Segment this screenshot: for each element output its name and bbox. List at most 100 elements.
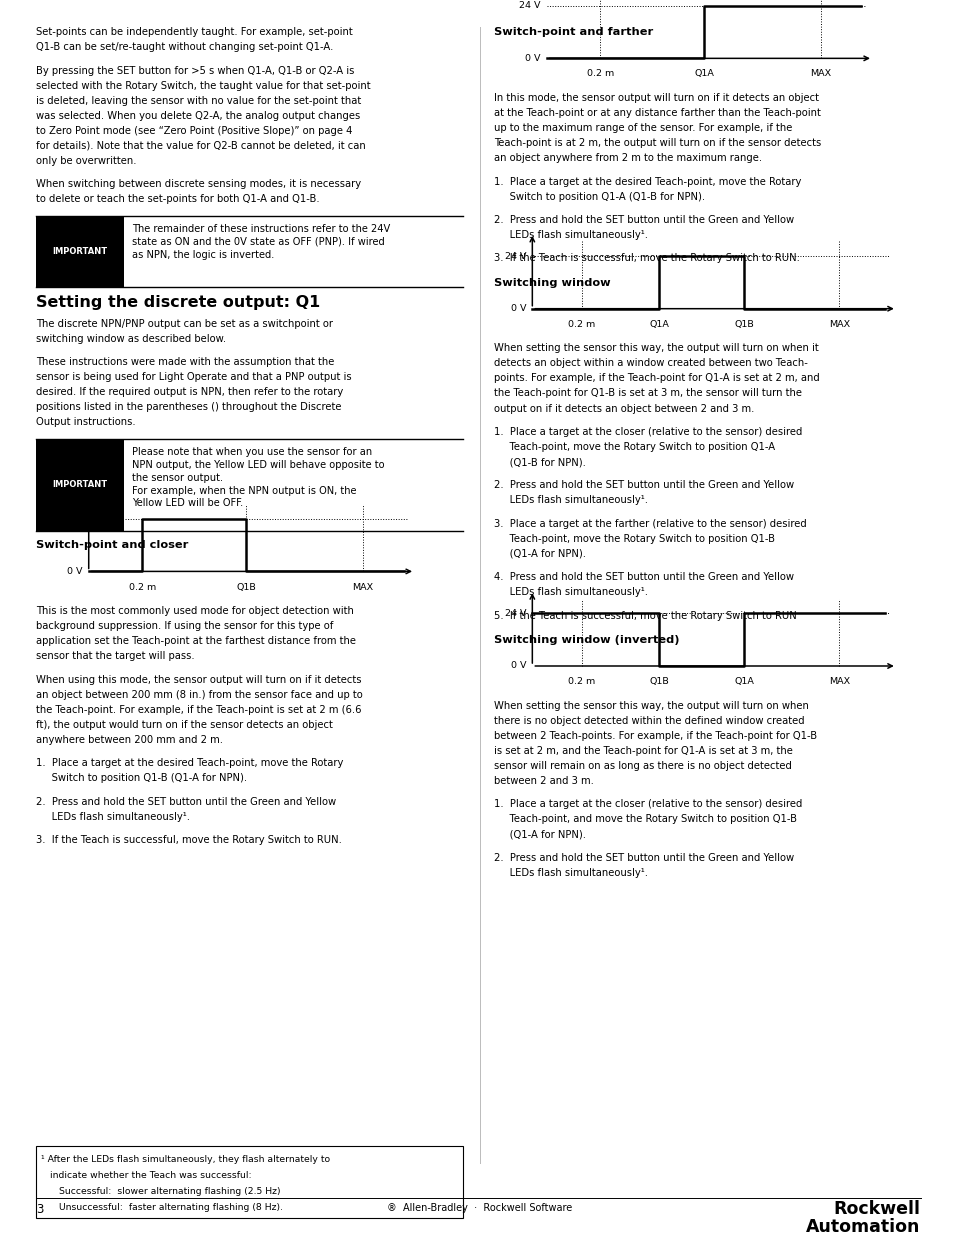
Text: detects an object within a window created between two Teach-: detects an object within a window create… bbox=[494, 358, 807, 368]
Text: When setting the sensor this way, the output will turn on when it: When setting the sensor this way, the ou… bbox=[494, 343, 818, 353]
Text: sensor will remain on as long as there is no object detected: sensor will remain on as long as there i… bbox=[494, 761, 791, 771]
Text: 1.  Place a target at the desired Teach-point, move the Rotary: 1. Place a target at the desired Teach-p… bbox=[494, 177, 801, 186]
Bar bbox=[36, 438, 124, 531]
Text: application set the Teach-point at the farthest distance from the: application set the Teach-point at the f… bbox=[36, 636, 355, 646]
Text: 24 V: 24 V bbox=[518, 1, 540, 10]
Text: switching window as described below.: switching window as described below. bbox=[36, 333, 226, 343]
Text: up to the maximum range of the sensor. For example, if the: up to the maximum range of the sensor. F… bbox=[494, 124, 792, 133]
Text: These instructions were made with the assumption that the: These instructions were made with the as… bbox=[36, 357, 335, 367]
Text: 1.  Place a target at the closer (relative to the sensor) desired: 1. Place a target at the closer (relativ… bbox=[494, 427, 801, 437]
Text: 1.  Place a target at the desired Teach-point, move the Rotary: 1. Place a target at the desired Teach-p… bbox=[36, 758, 343, 768]
Text: Switch-point and farther: Switch-point and farther bbox=[494, 27, 653, 37]
Text: 2.  Press and hold the SET button until the Green and Yellow: 2. Press and hold the SET button until t… bbox=[494, 215, 794, 225]
Text: 2.  Press and hold the SET button until the Green and Yellow: 2. Press and hold the SET button until t… bbox=[494, 852, 794, 863]
Text: ft), the output would turn on if the sensor detects an object: ft), the output would turn on if the sen… bbox=[36, 720, 333, 730]
Text: Q1A: Q1A bbox=[734, 677, 753, 687]
Text: 4.  Press and hold the SET button until the Green and Yellow: 4. Press and hold the SET button until t… bbox=[494, 572, 793, 582]
Text: LEDs flash simultaneously¹.: LEDs flash simultaneously¹. bbox=[494, 495, 647, 505]
Text: 3.  If the Teach is successful, move the Rotary Switch to RUN.: 3. If the Teach is successful, move the … bbox=[36, 835, 342, 845]
Text: 0 V: 0 V bbox=[511, 662, 526, 671]
Text: IMPORTANT: IMPORTANT bbox=[52, 247, 108, 256]
Text: Set-points can be independently taught. For example, set-point: Set-points can be independently taught. … bbox=[36, 27, 353, 37]
Text: Q1A: Q1A bbox=[694, 69, 713, 79]
Text: sensor that the target will pass.: sensor that the target will pass. bbox=[36, 651, 194, 661]
Text: 3.  Place a target at the farther (relative to the sensor) desired: 3. Place a target at the farther (relati… bbox=[494, 519, 806, 529]
Text: Q1-B can be set/re-taught without changing set-point Q1-A.: Q1-B can be set/re-taught without changi… bbox=[36, 42, 334, 52]
Text: selected with the Rotary Switch, the taught value for that set-point: selected with the Rotary Switch, the tau… bbox=[36, 80, 371, 90]
Text: an object anywhere from 2 m to the maximum range.: an object anywhere from 2 m to the maxim… bbox=[494, 153, 761, 163]
Text: MAX: MAX bbox=[828, 677, 849, 687]
Text: sensor is being used for Light Operate and that a PNP output is: sensor is being used for Light Operate a… bbox=[36, 372, 352, 383]
Text: only be overwritten.: only be overwritten. bbox=[36, 156, 136, 165]
Text: IMPORTANT: IMPORTANT bbox=[52, 480, 108, 489]
Text: ®  Allen-Bradley  ·  Rockwell Software: ® Allen-Bradley · Rockwell Software bbox=[387, 1203, 572, 1213]
Text: When switching between discrete sensing modes, it is necessary: When switching between discrete sensing … bbox=[36, 179, 361, 189]
Text: (Q1-A for NPN).: (Q1-A for NPN). bbox=[494, 548, 585, 559]
Text: When setting the sensor this way, the output will turn on when: When setting the sensor this way, the ou… bbox=[494, 700, 808, 710]
Text: Setting the discrete output: Q1: Setting the discrete output: Q1 bbox=[36, 295, 320, 310]
Text: (Q1-B for NPN).: (Q1-B for NPN). bbox=[494, 457, 585, 467]
Text: is deleted, leaving the sensor with no value for the set-point that: is deleted, leaving the sensor with no v… bbox=[36, 96, 361, 106]
Text: Switch-point and closer: Switch-point and closer bbox=[36, 540, 189, 551]
Text: LEDs flash simultaneously¹.: LEDs flash simultaneously¹. bbox=[36, 811, 190, 821]
Text: LEDs flash simultaneously¹.: LEDs flash simultaneously¹. bbox=[494, 230, 647, 240]
Text: Rockwell
Automation: Rockwell Automation bbox=[805, 1200, 920, 1235]
Text: Unsuccessful:  faster alternating flashing (8 Hz).: Unsuccessful: faster alternating flashin… bbox=[41, 1203, 283, 1212]
Text: 3: 3 bbox=[36, 1203, 44, 1216]
Text: 2.  Press and hold the SET button until the Green and Yellow: 2. Press and hold the SET button until t… bbox=[494, 480, 794, 490]
Text: 1.  Place a target at the closer (relative to the sensor) desired: 1. Place a target at the closer (relativ… bbox=[494, 799, 801, 809]
Text: Teach-point is at 2 m, the output will turn on if the sensor detects: Teach-point is at 2 m, the output will t… bbox=[494, 138, 821, 148]
Text: at the Teach-point or at any distance farther than the Teach-point: at the Teach-point or at any distance fa… bbox=[494, 107, 821, 119]
Text: 2.  Press and hold the SET button until the Green and Yellow: 2. Press and hold the SET button until t… bbox=[36, 797, 336, 806]
Text: LEDs flash simultaneously¹.: LEDs flash simultaneously¹. bbox=[494, 868, 647, 878]
Text: This is the most commonly used mode for object detection with: This is the most commonly used mode for … bbox=[36, 606, 354, 616]
Text: Teach-point, move the Rotary Switch to position Q1-A: Teach-point, move the Rotary Switch to p… bbox=[494, 442, 775, 452]
Text: to Zero Point mode (see “Zero Point (Positive Slope)” on page 4: to Zero Point mode (see “Zero Point (Pos… bbox=[36, 126, 353, 136]
Text: output on if it detects an object between 2 and 3 m.: output on if it detects an object betwee… bbox=[494, 404, 754, 414]
Text: In this mode, the sensor output will turn on if it detects an object: In this mode, the sensor output will tur… bbox=[494, 93, 819, 103]
Text: between 2 Teach-points. For example, if the Teach-point for Q1-B: between 2 Teach-points. For example, if … bbox=[494, 731, 817, 741]
Text: LEDs flash simultaneously¹.: LEDs flash simultaneously¹. bbox=[494, 588, 647, 598]
Text: 0.2 m: 0.2 m bbox=[568, 320, 595, 329]
Text: there is no object detected within the defined window created: there is no object detected within the d… bbox=[494, 715, 804, 726]
Text: Switching window: Switching window bbox=[494, 278, 610, 288]
Text: The remainder of these instructions refer to the 24V
state as ON and the 0V stat: The remainder of these instructions refe… bbox=[132, 224, 390, 259]
Text: anywhere between 200 mm and 2 m.: anywhere between 200 mm and 2 m. bbox=[36, 735, 223, 745]
Text: Please note that when you use the sensor for an
NPN output, the Yellow LED will : Please note that when you use the sensor… bbox=[132, 447, 384, 509]
Text: 0 V: 0 V bbox=[511, 304, 526, 314]
Text: was selected. When you delete Q2-A, the analog output changes: was selected. When you delete Q2-A, the … bbox=[36, 111, 360, 121]
Text: ¹ After the LEDs flash simultaneously, they flash alternately to: ¹ After the LEDs flash simultaneously, t… bbox=[41, 1155, 330, 1163]
Text: an object between 200 mm (8 in.) from the sensor face and up to: an object between 200 mm (8 in.) from th… bbox=[36, 689, 363, 699]
Text: the Teach-point. For example, if the Teach-point is set at 2 m (6.6: the Teach-point. For example, if the Tea… bbox=[36, 705, 361, 715]
Text: When using this mode, the sensor output will turn on if it detects: When using this mode, the sensor output … bbox=[36, 674, 361, 684]
Text: 0 V: 0 V bbox=[525, 54, 540, 63]
Text: MAX: MAX bbox=[828, 320, 849, 329]
Text: Successful:  slower alternating flashing (2.5 Hz): Successful: slower alternating flashing … bbox=[41, 1187, 280, 1195]
Text: 0.2 m: 0.2 m bbox=[568, 677, 595, 687]
Text: Switch to position Q1-B (Q1-A for NPN).: Switch to position Q1-B (Q1-A for NPN). bbox=[36, 773, 247, 783]
Text: MAX: MAX bbox=[809, 69, 830, 79]
Text: positions listed in the parentheses () throughout the Discrete: positions listed in the parentheses () t… bbox=[36, 403, 341, 412]
Text: points. For example, if the Teach-point for Q1-A is set at 2 m, and: points. For example, if the Teach-point … bbox=[494, 373, 819, 383]
Text: is set at 2 m, and the Teach-point for Q1-A is set at 3 m, the: is set at 2 m, and the Teach-point for Q… bbox=[494, 746, 792, 756]
Text: to delete or teach the set-points for both Q1-A and Q1-B.: to delete or teach the set-points for bo… bbox=[36, 194, 319, 205]
Text: 0.2 m: 0.2 m bbox=[129, 583, 155, 592]
Text: Switch to position Q1-A (Q1-B for NPN).: Switch to position Q1-A (Q1-B for NPN). bbox=[494, 191, 704, 201]
Text: Q1B: Q1B bbox=[236, 583, 255, 592]
Text: background suppression. If using the sensor for this type of: background suppression. If using the sen… bbox=[36, 621, 334, 631]
Text: Switching window (inverted): Switching window (inverted) bbox=[494, 635, 679, 645]
Text: Output instructions.: Output instructions. bbox=[36, 417, 135, 427]
Text: 0.2 m: 0.2 m bbox=[586, 69, 613, 79]
Text: Q1B: Q1B bbox=[734, 320, 753, 329]
Text: 5.  If the Teach is successful, move the Rotary Switch to RUN: 5. If the Teach is successful, move the … bbox=[494, 610, 796, 621]
Text: (Q1-A for NPN).: (Q1-A for NPN). bbox=[494, 830, 585, 840]
Bar bbox=[36, 215, 124, 287]
Text: MAX: MAX bbox=[352, 583, 373, 592]
Text: The discrete NPN/PNP output can be set as a switchpoint or: The discrete NPN/PNP output can be set a… bbox=[36, 319, 333, 329]
Text: By pressing the SET button for >5 s when Q1-A, Q1-B or Q2-A is: By pressing the SET button for >5 s when… bbox=[36, 65, 355, 75]
Text: for details). Note that the value for Q2-B cannot be deleted, it can: for details). Note that the value for Q2… bbox=[36, 141, 366, 151]
Bar bbox=[36, 1146, 462, 1218]
Text: between 2 and 3 m.: between 2 and 3 m. bbox=[494, 776, 594, 785]
Text: Q1A: Q1A bbox=[649, 320, 669, 329]
Text: 24 V: 24 V bbox=[61, 514, 83, 524]
